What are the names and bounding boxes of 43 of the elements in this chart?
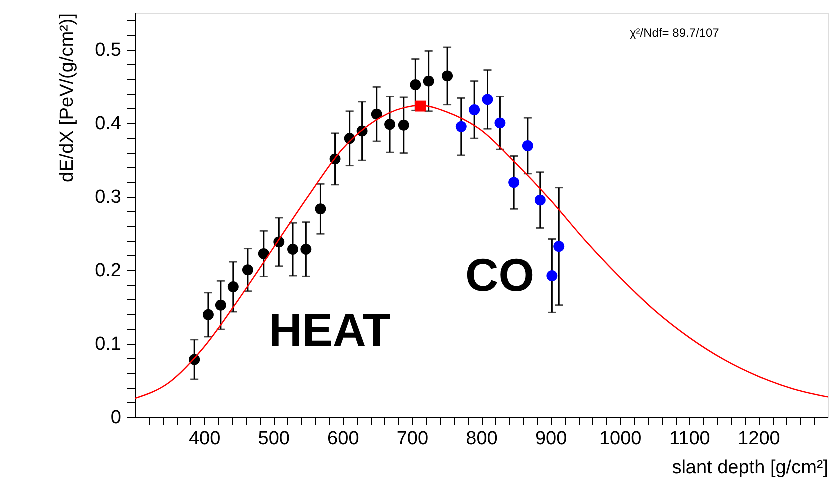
point: [315, 204, 326, 215]
y-axis-title: dE/dX [PeV/(g/cm²)]: [57, 14, 78, 182]
x-tick-label: 1100: [669, 428, 710, 450]
point: [534, 194, 546, 206]
point: [371, 108, 382, 120]
point: [384, 119, 396, 130]
series-label: CO: [466, 249, 534, 301]
point: [442, 70, 454, 82]
point: [398, 120, 410, 131]
x-tick-label: 700: [396, 428, 429, 450]
annotation: χ²/Ndf= 89.7/107: [630, 26, 720, 40]
x-axis-title: slant depth [g/cm²]: [672, 458, 828, 478]
point: [508, 177, 520, 188]
point: [554, 241, 565, 252]
x-tick-label: 900: [535, 428, 568, 450]
y-tick-label: 0.2: [95, 260, 122, 282]
y-tick-label: 0: [110, 408, 122, 428]
point: [494, 118, 506, 129]
point: [202, 309, 214, 320]
point: [288, 244, 298, 255]
point: [456, 121, 467, 132]
y-tick-label: 0.5: [95, 40, 122, 62]
x-tick-label: 1200: [738, 428, 780, 450]
point: [423, 76, 434, 87]
point: [469, 104, 480, 116]
x-tick-label: 400: [188, 428, 221, 450]
x-tick-label: 800: [466, 428, 498, 450]
point: [522, 140, 534, 152]
point: [215, 300, 226, 311]
point: [546, 270, 558, 282]
point: [482, 94, 494, 106]
series-label: HEAT: [269, 304, 391, 356]
point: [410, 80, 422, 90]
x-tick-label: 500: [258, 428, 290, 450]
y-tick-label: 0.4: [95, 114, 122, 135]
point: [228, 282, 239, 292]
x-tick-label: 600: [328, 428, 360, 450]
y-tick-label: 0.3: [95, 187, 122, 208]
y-tick-label: 0.1: [95, 334, 122, 356]
point: [300, 244, 312, 255]
point: [242, 264, 254, 276]
point: [258, 248, 270, 260]
x-tick-label: 1000: [599, 428, 642, 450]
